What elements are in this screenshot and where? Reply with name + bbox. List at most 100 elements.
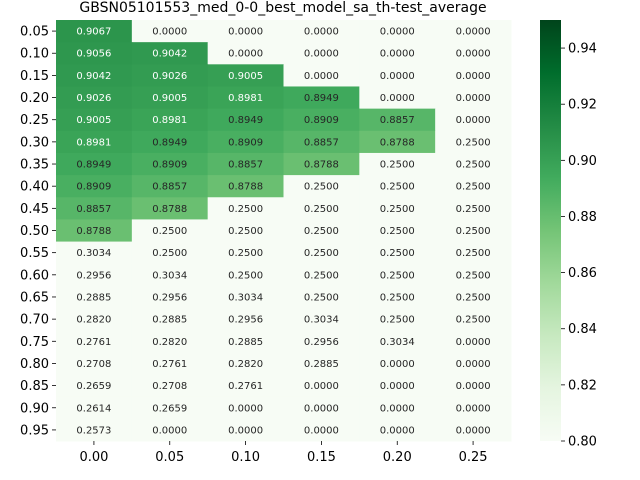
heatmap-cell xyxy=(435,352,512,376)
heatmap-cell xyxy=(435,241,512,265)
heatmap-cell xyxy=(359,308,436,331)
heatmap-cell xyxy=(359,263,436,287)
y-axis: 0.05 0.10 0.15 0.20 0.25 0.30 0.35 0.40 0.45 0.50… xyxy=(20,25,56,438)
cell-label: 0.9026 xyxy=(152,71,187,82)
cell-label: 0.0000 xyxy=(228,425,263,436)
x-tick-label: 0.10 xyxy=(231,450,260,465)
cell-label: 0.2500 xyxy=(304,226,339,237)
y-tick-label: 0.05 xyxy=(20,25,49,40)
cell-label: 0.9005 xyxy=(228,71,263,82)
heatmap-cell xyxy=(359,175,436,198)
heatmap-cell xyxy=(56,418,133,442)
colorbar-tick-label: 0.94 xyxy=(568,42,597,57)
cell-label: 0.9026 xyxy=(76,93,111,104)
cell-label: 0.0000 xyxy=(304,425,339,436)
heatmap-cell xyxy=(435,130,512,154)
heatmap-cells xyxy=(56,20,512,442)
cell-label: 0.0000 xyxy=(304,27,339,38)
y-tick-label: 0.55 xyxy=(20,246,49,261)
chart-title: GBSN05101553_med_0-0_best_model_sa_th-te… xyxy=(79,0,486,16)
cell-label: 0.0000 xyxy=(304,403,339,414)
heatmap-cell xyxy=(207,86,284,110)
heatmap-cell xyxy=(283,175,360,198)
heatmap-cell xyxy=(435,330,512,353)
heatmap-cell xyxy=(207,330,284,353)
heatmap-cell xyxy=(56,42,133,65)
cell-label: 0.8788 xyxy=(76,226,111,237)
cell-label: 0.2885 xyxy=(152,315,187,326)
y-tick-label: 0.30 xyxy=(20,135,49,150)
cell-label: 0.0000 xyxy=(304,381,339,392)
cell-label: 0.2500 xyxy=(228,204,263,215)
heatmap-cell xyxy=(359,42,436,65)
colorbar-tick-label: 0.92 xyxy=(568,98,597,113)
cell-label: 0.0000 xyxy=(380,49,415,60)
heatmap-cell xyxy=(207,374,284,398)
heatmap-cell-labels: 0.9067 0.0000 0.0000 0.0000 0.0000 0.0000 0.90… xyxy=(76,27,490,437)
cell-label: 0.2500 xyxy=(380,248,415,259)
cell-label: 0.2500 xyxy=(152,226,187,237)
cell-label: 0.9067 xyxy=(76,27,111,38)
cell-label: 0.2500 xyxy=(456,315,491,326)
heatmap-cell xyxy=(283,130,360,154)
heatmap-cell xyxy=(207,285,284,309)
cell-label: 0.3034 xyxy=(228,292,263,303)
heatmap-cell xyxy=(207,396,284,420)
heatmap-cell xyxy=(56,20,133,43)
cell-label: 0.9042 xyxy=(76,71,111,82)
cell-label: 0.8857 xyxy=(76,204,111,215)
cell-label: 0.0000 xyxy=(228,49,263,60)
cell-label: 0.2500 xyxy=(304,270,339,281)
heatmap-cell xyxy=(359,86,436,110)
cell-label: 0.2885 xyxy=(304,359,339,370)
heatmap-cell xyxy=(56,396,133,420)
cell-label: 0.0000 xyxy=(456,403,491,414)
cell-label: 0.8788 xyxy=(228,182,263,193)
heatmap-cell xyxy=(359,64,436,87)
heatmap-cell xyxy=(207,152,284,176)
heatmap-cell xyxy=(359,108,436,132)
cell-label: 0.0000 xyxy=(456,359,491,370)
heatmap-cell xyxy=(283,152,360,176)
cell-label: 0.8857 xyxy=(228,160,263,171)
cell-label: 0.0000 xyxy=(380,381,415,392)
heatmap-cell xyxy=(359,130,436,154)
heatmap-cell xyxy=(283,197,360,220)
colorbar-tick-label: 0.86 xyxy=(568,266,597,281)
cell-label: 0.2708 xyxy=(76,359,111,370)
heatmap-cell xyxy=(131,152,209,176)
cell-label: 0.2614 xyxy=(76,403,111,414)
heatmap-cell xyxy=(435,308,512,331)
heatmap-cell xyxy=(283,241,360,265)
cell-label: 0.2500 xyxy=(380,292,415,303)
y-tick-label: 0.70 xyxy=(20,313,49,328)
cell-label: 0.2761 xyxy=(152,359,187,370)
heatmap-cell xyxy=(131,330,209,353)
heatmap-cell xyxy=(56,86,133,110)
cell-label: 0.2500 xyxy=(456,204,491,215)
cell-label: 0.2500 xyxy=(456,270,491,281)
cell-label: 0.2956 xyxy=(304,337,339,348)
cell-label: 0.2956 xyxy=(152,292,187,303)
colorbar-tick-label: 0.82 xyxy=(568,378,597,393)
cell-label: 0.2500 xyxy=(456,226,491,237)
cell-label: 0.8788 xyxy=(152,204,187,215)
cell-label: 0.2500 xyxy=(304,204,339,215)
cell-label: 0.8981 xyxy=(152,115,187,126)
heatmap-cell xyxy=(283,352,360,376)
cell-label: 0.0000 xyxy=(228,403,263,414)
heatmap-cell xyxy=(207,20,284,43)
cell-label: 0.0000 xyxy=(456,337,491,348)
heatmap-cell xyxy=(131,175,209,198)
cell-label: 0.2820 xyxy=(76,315,111,326)
cell-label: 0.2500 xyxy=(228,248,263,259)
cell-label: 0.3034 xyxy=(76,248,111,259)
heatmap-cell xyxy=(435,175,512,198)
cell-label: 0.0000 xyxy=(152,27,187,38)
heatmap-cell xyxy=(283,20,360,43)
heatmap-cell xyxy=(131,308,209,331)
heatmap-cell xyxy=(435,197,512,220)
cell-label: 0.2500 xyxy=(304,292,339,303)
heatmap-cell xyxy=(207,108,284,132)
cell-label: 0.9005 xyxy=(76,115,111,126)
